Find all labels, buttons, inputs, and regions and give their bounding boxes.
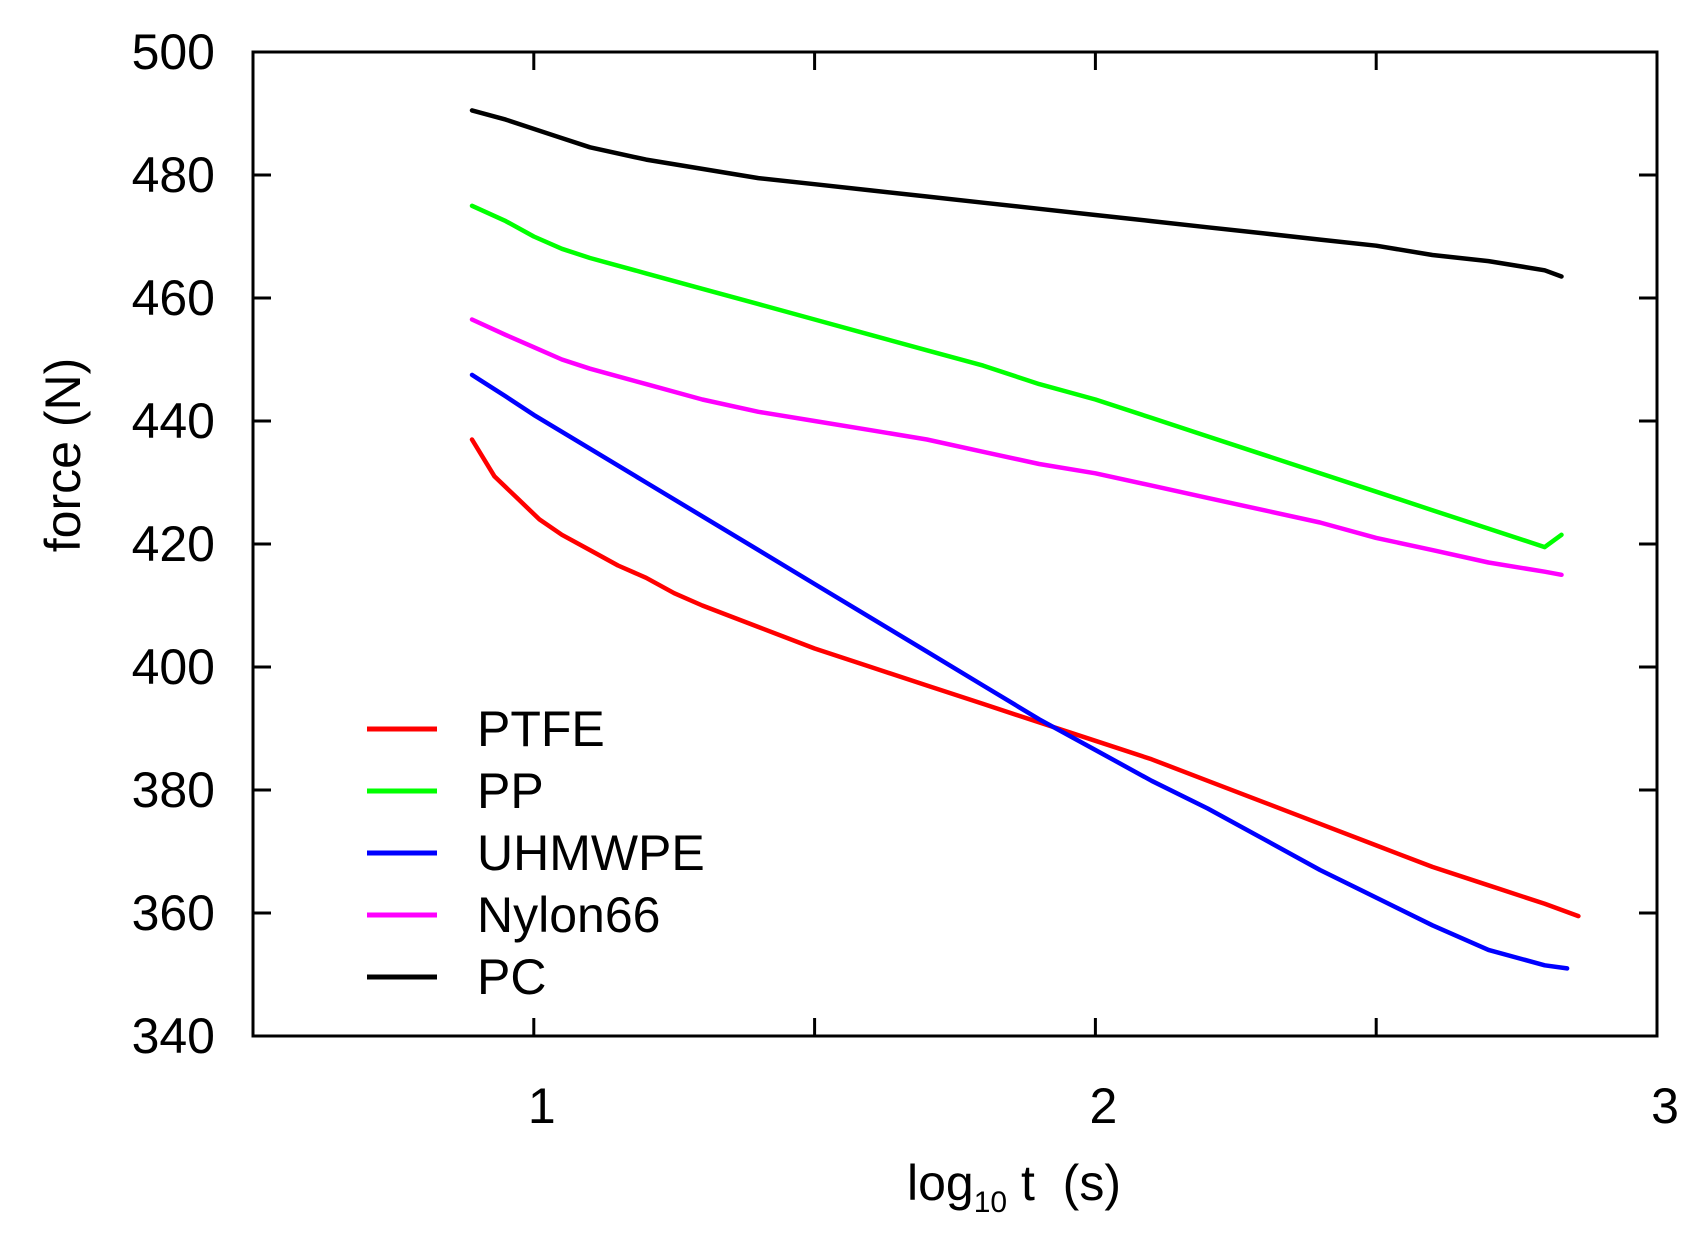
x-tick-label: 1 xyxy=(528,1078,556,1134)
y-tick-label: 500 xyxy=(132,24,215,80)
y-tick-label: 360 xyxy=(132,885,215,941)
plot-frame xyxy=(251,50,1659,1038)
x-axis-label-subscript: 10 xyxy=(974,1186,1007,1219)
legend-label-pp: PP xyxy=(477,763,544,819)
x-axis-label: log10 t (s) xyxy=(907,1155,1121,1219)
series-line-uhmwpe xyxy=(469,372,1570,971)
series-line-pc xyxy=(469,108,1564,279)
y-tick-label: 460 xyxy=(132,270,215,326)
x-tick-label: 2 xyxy=(1089,1078,1117,1134)
y-axis-label: force (N) xyxy=(35,358,91,552)
legend-label-pc: PC xyxy=(477,949,546,1005)
series-lines xyxy=(469,108,1581,971)
legend-label-ptfe: PTFE xyxy=(477,701,605,757)
legend-label-nylon66: Nylon66 xyxy=(477,887,660,943)
x-tick-label: 3 xyxy=(1651,1078,1679,1134)
x-axis-label-base: log xyxy=(907,1155,974,1211)
legend-label-uhmwpe: UHMWPE xyxy=(477,825,705,881)
y-tick-label: 400 xyxy=(132,639,215,695)
y-tick-label: 380 xyxy=(132,762,215,818)
y-tick-label: 420 xyxy=(132,516,215,572)
y-tick-label: 340 xyxy=(132,1008,215,1064)
x-axis-label-rest: t (s) xyxy=(1007,1155,1121,1211)
series-line-nylon66 xyxy=(469,317,1564,578)
series-line-pp xyxy=(469,203,1564,550)
legend: PTFE PP UHMWPE Nylon66 PC xyxy=(367,701,705,1005)
series-line-ptfe xyxy=(469,437,1581,919)
y-tick-label: 480 xyxy=(132,147,215,203)
y-tick-label: 440 xyxy=(132,393,215,449)
y-ticks: 340 360 380 400 420 440 460 480 500 xyxy=(132,24,1657,1064)
